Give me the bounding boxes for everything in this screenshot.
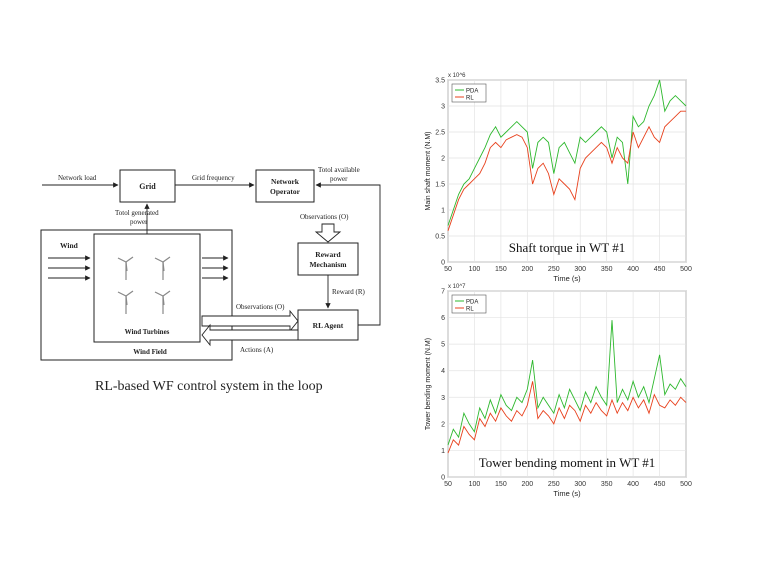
y-tick-label: 0 (441, 475, 445, 482)
x-tick-label: 250 (548, 266, 560, 273)
x-tick-label: 500 (680, 266, 692, 273)
network-operator-label-2: Operator (270, 187, 301, 196)
wind-turbine-icon (117, 290, 134, 314)
y-axis-label: Tower bending moment (N.M) (425, 338, 432, 430)
x-tick-label: 350 (601, 481, 613, 488)
series-line-rl (447, 110, 686, 231)
x-tick-label: 450 (654, 266, 666, 273)
series-line-rl (447, 381, 687, 454)
wind-turbines-label: Wind Turbines (125, 328, 170, 336)
series-line-pda (447, 320, 687, 446)
y-tick-label: 6 (441, 315, 445, 322)
x-tick-label: 350 (601, 266, 613, 273)
chart-title: Shaft torque in WT #1 (509, 240, 626, 255)
wind-turbine-icons (117, 256, 171, 314)
observations-mid-arrow (201, 309, 299, 333)
x-tick-label: 50 (444, 481, 452, 488)
series-line-pda (447, 79, 687, 226)
x-tick-label: 400 (627, 481, 639, 488)
network-operator-label-1: Network (271, 177, 300, 186)
y-tick-label: 2 (441, 421, 445, 428)
wind-label: Wind (60, 241, 79, 250)
observations-top-label: Observations (O) (300, 213, 349, 221)
actions-arrow (201, 323, 299, 347)
available-power-arrow (315, 182, 381, 326)
y-tick-label: 2 (441, 156, 445, 163)
actions-label: Actions (A) (240, 346, 274, 354)
legend-entry: PDA (466, 88, 478, 94)
x-tick-label: 450 (654, 481, 666, 488)
x-tick-label: 150 (495, 266, 507, 273)
available-power-label-1: Totol available (318, 166, 360, 174)
x-axis-label: Time (s) (553, 489, 581, 498)
observations-top-arrow (314, 223, 342, 243)
legend-entry: RL (466, 306, 474, 312)
grid-label: Grid (139, 182, 156, 191)
rl-agent-label: RL Agent (313, 321, 344, 330)
wind-field-box (40, 229, 233, 361)
wind-turbine-icon (117, 256, 134, 280)
reward-label: Reward (R) (332, 288, 366, 296)
x-tick-label: 200 (521, 266, 533, 273)
y-exponent-label: x 10^7 (448, 284, 466, 290)
y-tick-label: 5 (441, 342, 445, 349)
wind-turbine-icon (154, 256, 171, 280)
x-tick-label: 300 (574, 481, 586, 488)
reward-mechanism-label-1: Reward (315, 250, 341, 259)
grid-frequency-label: Grid frequency (192, 174, 235, 182)
observations-mid-label: Observations (O) (236, 303, 285, 311)
plot-area (447, 79, 687, 263)
chart-shaft-torque: 50 100 150 200 250 300 350 400 450 500 0 0.5 1 1.5 2 2.… (425, 73, 692, 283)
y-tick-label: 1.5 (435, 182, 445, 189)
network-load-label: Network load (58, 174, 97, 182)
x-tick-label: 200 (521, 481, 533, 488)
y-tick-label: 3.5 (435, 78, 445, 85)
y-exponent-label: x 10^6 (448, 73, 466, 79)
x-tick-label: 500 (680, 481, 692, 488)
wind-turbine-icon (154, 290, 171, 314)
y-tick-label: 0 (441, 260, 445, 267)
x-tick-label: 400 (627, 266, 639, 273)
legend-entry: RL (466, 95, 474, 101)
y-tick-label: 3 (441, 104, 445, 111)
y-tick-label: 4 (441, 368, 445, 375)
wind-arrows-out (202, 255, 229, 281)
chart-title: Tower bending moment in WT #1 (479, 455, 656, 470)
y-tick-label: 7 (441, 289, 445, 296)
generated-power-label-2: power (130, 218, 148, 226)
block-diagram: Grid Network Operator Reward Mechanism R… (40, 166, 381, 361)
x-tick-label: 300 (574, 266, 586, 273)
rl-agent-box (297, 309, 359, 341)
wind-turbines-box (93, 233, 201, 343)
plot-area (447, 290, 687, 478)
y-tick-label: 2.5 (435, 130, 445, 137)
wind-field-label: Wind Field (133, 348, 167, 356)
x-tick-label: 250 (548, 481, 560, 488)
y-axis-label: Main shaft moment (N.M) (425, 132, 432, 211)
x-axis-label: Time (s) (553, 274, 581, 283)
y-tick-label: 3 (441, 395, 445, 402)
diagram-caption: RL-based WF control system in the loop (95, 379, 323, 394)
y-tick-label: 0.5 (435, 234, 445, 241)
x-tick-label: 150 (495, 481, 507, 488)
y-tick-label: 1 (441, 208, 445, 215)
x-tick-label: 100 (469, 481, 481, 488)
x-tick-label: 50 (444, 266, 452, 273)
reward-mechanism-label-2: Mechanism (309, 260, 347, 269)
chart-tower-bending: 50 100 150 200 250 300 350 400 450 500 0 1 2 3 4 5 6 7 PDA… (425, 284, 692, 498)
network-operator-box (255, 169, 315, 203)
grid-box (119, 169, 176, 203)
y-tick-label: 1 (441, 448, 445, 455)
legend-entry: PDA (466, 299, 478, 305)
x-tick-label: 100 (469, 266, 481, 273)
reward-mechanism-box (297, 242, 359, 276)
wind-arrows-in (48, 255, 91, 281)
generated-power-label-1: Totol generated (115, 209, 159, 217)
available-power-label-2: power (330, 175, 348, 183)
